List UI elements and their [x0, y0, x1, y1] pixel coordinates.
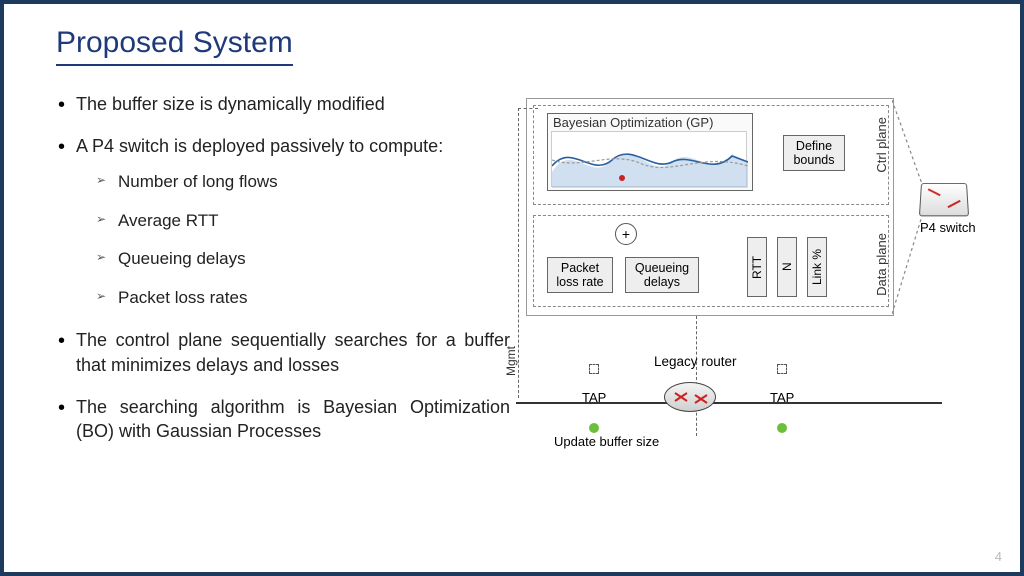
update-label: Update buffer size [554, 434, 659, 449]
plus-node: + [615, 223, 637, 245]
legacy-router-label: Legacy router [654, 354, 737, 369]
packet-loss-box: Packet loss rate [547, 257, 613, 293]
tap-label: TAP [770, 390, 794, 405]
bullet-item: The buffer size is dynamically modified [56, 92, 510, 116]
gp-curve-svg [552, 132, 748, 188]
diagram-column: Ctrl plane Data plane Bayesian Optimizat… [530, 92, 976, 462]
tap-label: TAP [582, 390, 606, 405]
mgmt-line-h [518, 108, 538, 109]
sub-item: Queueing delays [76, 248, 510, 271]
bullet-list: The buffer size is dynamically modified … [56, 92, 510, 444]
n-box: N [777, 237, 797, 297]
bullet-item: A P4 switch is deployed passively to com… [56, 134, 510, 310]
tap-square-icon [777, 364, 787, 374]
link-pct-box: Link % [807, 237, 827, 297]
sub-item: Packet loss rates [76, 287, 510, 310]
define-bounds-box: Define bounds [783, 135, 845, 171]
tap-left: TAP [582, 358, 606, 393]
router-row: Legacy router TAP [526, 362, 906, 432]
text-column: The buffer size is dynamically modified … [56, 92, 510, 462]
bullet-item: The control plane sequentially searches … [56, 328, 510, 377]
router-icon [664, 376, 720, 416]
tap-dot-icon [777, 423, 787, 433]
slide: Proposed System The buffer size is dynam… [0, 0, 1024, 576]
tap-dot-icon [589, 423, 599, 433]
slide-title: Proposed System [56, 26, 293, 66]
rtt-box: RTT [747, 237, 767, 297]
tap-square-icon [589, 364, 599, 374]
queueing-box: Queueing delays [625, 257, 699, 293]
switch-connectors [892, 98, 932, 318]
data-plane-label: Data plane [874, 233, 889, 296]
mgmt-label: Mgmt [504, 346, 518, 376]
tap-right: TAP [770, 358, 794, 393]
sub-list: Number of long flows Average RTT Queuein… [76, 171, 510, 311]
network-line [516, 402, 942, 404]
ctrl-plane-label: Ctrl plane [874, 117, 889, 173]
sub-item: Number of long flows [76, 171, 510, 194]
system-diagram: Ctrl plane Data plane Bayesian Optimizat… [526, 98, 976, 458]
sub-item: Average RTT [76, 210, 510, 233]
page-number: 4 [995, 549, 1002, 564]
gp-plot [551, 131, 747, 187]
content-row: The buffer size is dynamically modified … [56, 92, 976, 462]
bullet-text: A P4 switch is deployed passively to com… [76, 136, 443, 156]
p4-outer-box: Ctrl plane Data plane Bayesian Optimizat… [526, 98, 894, 316]
gp-title: Bayesian Optimization (GP) [553, 115, 713, 130]
bullet-item: The searching algorithm is Bayesian Opti… [56, 395, 510, 444]
mgmt-line [518, 108, 519, 398]
